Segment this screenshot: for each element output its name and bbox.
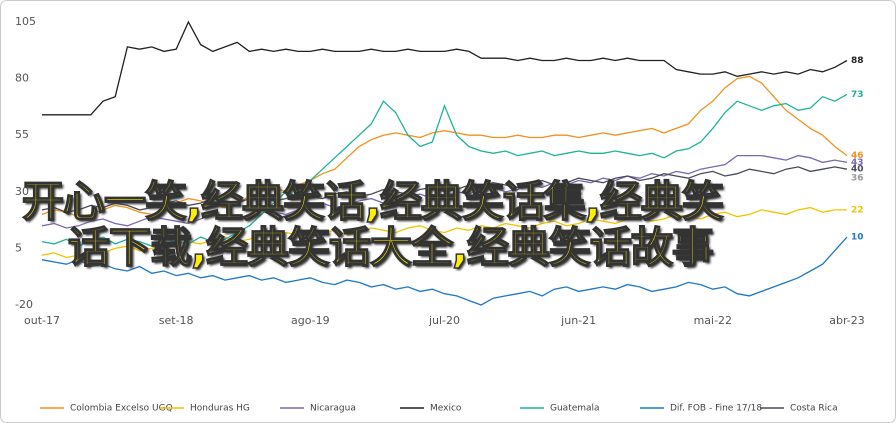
legend-label: Dif. FOB - Fine 17/18 <box>670 404 762 414</box>
series-line <box>41 236 848 306</box>
series-line <box>41 166 848 213</box>
legend-label: Colombia Excelso UGQ <box>70 404 173 414</box>
end-value-label: 43 <box>851 158 864 168</box>
y-tick-label: 30 <box>15 185 29 198</box>
legend-label: Guatemala <box>550 404 600 414</box>
end-value-label: 40 <box>851 165 864 175</box>
y-tick-label: 5 <box>15 241 22 254</box>
legend-label: Mexico <box>430 404 462 414</box>
series-line <box>41 206 847 259</box>
legend-label: Costa Rica <box>790 404 838 414</box>
end-value-label: 36 <box>851 174 864 184</box>
x-tick-label: jul-20 <box>428 314 460 327</box>
legend-label: Nicaragua <box>310 404 356 414</box>
legend-label: Honduras HG <box>190 404 250 414</box>
series-line <box>41 93 848 247</box>
end-value-label: 22 <box>851 205 864 215</box>
x-tick-label: abr-23 <box>829 314 865 327</box>
series-line <box>42 20 848 116</box>
end-value-label: 46 <box>851 151 864 161</box>
x-tick-label: mai-22 <box>694 314 732 327</box>
y-tick-label: 105 <box>15 15 36 28</box>
overlay-line: 话下载,经典笑话大全,经典笑话故事 <box>67 222 714 273</box>
end-value-label: 88 <box>851 56 864 66</box>
y-tick-label: 80 <box>15 72 29 85</box>
y-tick-label: 55 <box>15 128 29 141</box>
overlay-line: 开心一笑,经典笑话,经典笑话集,经典笑 <box>21 176 724 227</box>
end-value-label: 10 <box>851 233 864 243</box>
x-tick-label: jun-21 <box>560 314 596 327</box>
y-tick-label: -20 <box>15 298 33 311</box>
series-line <box>41 154 848 229</box>
series-line <box>41 75 848 218</box>
x-tick-label: ago-19 <box>291 314 330 327</box>
x-tick-label: out-17 <box>24 314 60 327</box>
end-value-label: 73 <box>851 90 864 100</box>
x-tick-label: set-18 <box>159 314 194 327</box>
